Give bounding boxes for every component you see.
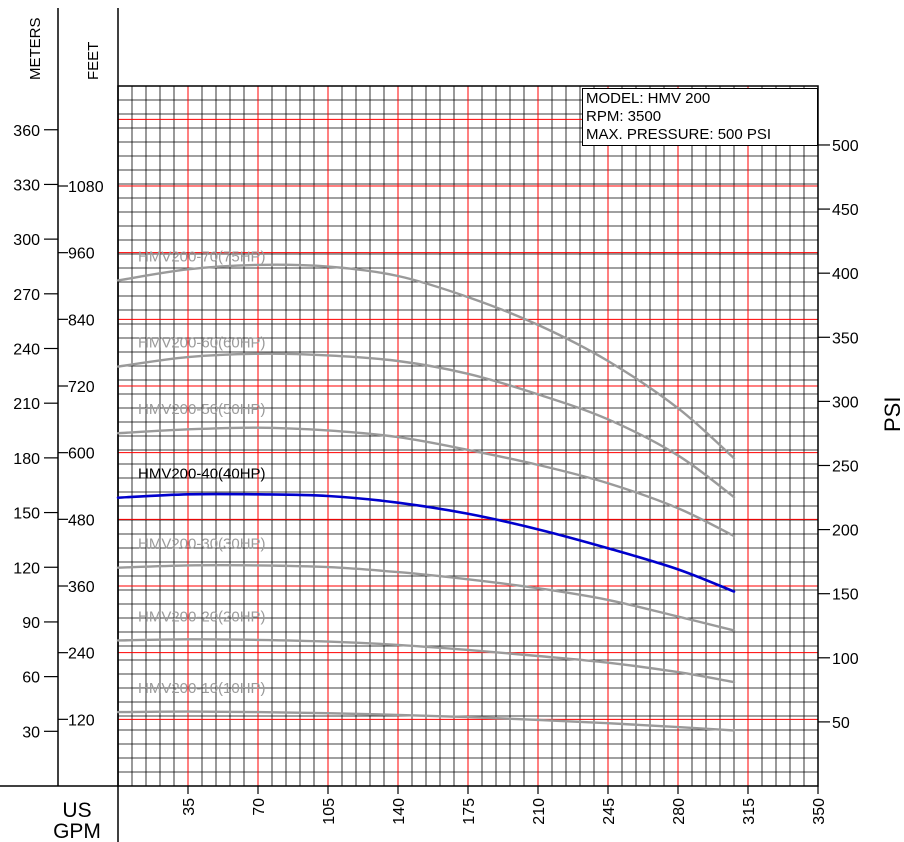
x-tick-label: 140 (391, 798, 408, 825)
curve-label: HMV200-30(30HP) (138, 536, 266, 553)
x-tick-label: 245 (601, 798, 618, 825)
pump-curve-line (116, 710, 736, 732)
psi-tick-label: 500 (832, 138, 859, 155)
feet-tick-label: 600 (68, 446, 95, 463)
meters-tick-label: 90 (22, 615, 40, 632)
model-text: MODEL: HMV 200 (586, 90, 711, 107)
meters-axis-title: METERS (27, 17, 44, 80)
pump-curve-line (116, 638, 736, 684)
psi-tick-label: 350 (832, 330, 859, 347)
psi-tick-label: 300 (832, 394, 859, 411)
x-tick-label: 350 (811, 798, 828, 825)
meters-tick-label: 240 (13, 342, 40, 359)
curve-labels: HMV200-70(75HP) HMV200-60(60HP) HMV200-50(… (138, 248, 266, 697)
pump-curve-line (116, 352, 736, 499)
curve-label: HMV200-20(20HP) (138, 608, 266, 625)
curve-label: HMV200-50(50HP) (138, 401, 266, 418)
meters-tick-label: 150 (13, 506, 40, 523)
meters-tick-label: 30 (22, 724, 40, 741)
x-tick-label: 175 (461, 798, 478, 825)
psi-tick-label: 450 (832, 202, 859, 219)
axis-ticks: 30 60 90 120 150 180 210 240 270 300 330 360 120 240 3… (13, 123, 859, 825)
feet-tick-label: 720 (68, 379, 95, 396)
max-pressure-text: MAX. PRESSURE: 500 PSI (586, 126, 772, 143)
meters-tick-label: 270 (13, 287, 40, 304)
x-tick-label: 315 (741, 798, 758, 825)
x-tick-label: 210 (531, 798, 548, 825)
feet-tick-label: 120 (68, 712, 95, 729)
meters-tick-label: 360 (13, 123, 40, 140)
feet-tick-label: 240 (68, 646, 95, 663)
psi-tick-label: 100 (832, 651, 859, 668)
curve-label: HMV200-70(75HP) (138, 248, 266, 265)
feet-tick-label: 960 (68, 246, 95, 263)
curve-label: HMV200-40(40HP) (138, 466, 266, 483)
feet-axis-title: FEET (85, 42, 102, 80)
rpm-text: RPM: 3500 (586, 108, 662, 125)
feet-tick-label: 840 (68, 312, 95, 329)
feet-tick-label: 480 (68, 512, 95, 529)
pump-curve-line (116, 492, 736, 593)
major-grid (118, 86, 818, 786)
psi-tick-label: 50 (832, 715, 850, 732)
meters-tick-label: 210 (13, 396, 40, 413)
meters-tick-label: 300 (13, 232, 40, 249)
x-tick-label: 280 (671, 798, 688, 825)
psi-tick-label: 200 (832, 523, 859, 540)
curve-label: HMV200-60(60HP) (138, 335, 266, 352)
meters-tick-label: 180 (13, 451, 40, 468)
pump-curve-line (116, 263, 736, 460)
feet-tick-label: 360 (68, 579, 95, 596)
curve-label: HMV200-10(10HP) (138, 680, 266, 697)
pump-curve-line (116, 564, 736, 632)
pump-curve-line (116, 426, 736, 538)
x-tick-label: 70 (251, 798, 268, 816)
x-axis-title-line1: US (62, 799, 91, 822)
x-axis-title-line2: GPM (53, 820, 101, 842)
x-tick-label: 105 (321, 798, 338, 825)
psi-tick-label: 150 (832, 587, 859, 604)
meters-tick-label: 120 (13, 560, 40, 577)
psi-tick-label: 250 (832, 458, 859, 475)
meters-tick-label: 60 (22, 670, 40, 687)
meters-tick-label: 330 (13, 177, 40, 194)
psi-tick-label: 400 (832, 266, 859, 283)
x-tick-label: 35 (181, 798, 198, 816)
feet-tick-label: 1080 (68, 179, 104, 196)
pump-curves (116, 263, 736, 732)
psi-axis-title: PSI (880, 397, 904, 432)
model-info-box: MODEL: HMV 200 RPM: 3500 MAX. PRESSURE: … (582, 88, 818, 146)
